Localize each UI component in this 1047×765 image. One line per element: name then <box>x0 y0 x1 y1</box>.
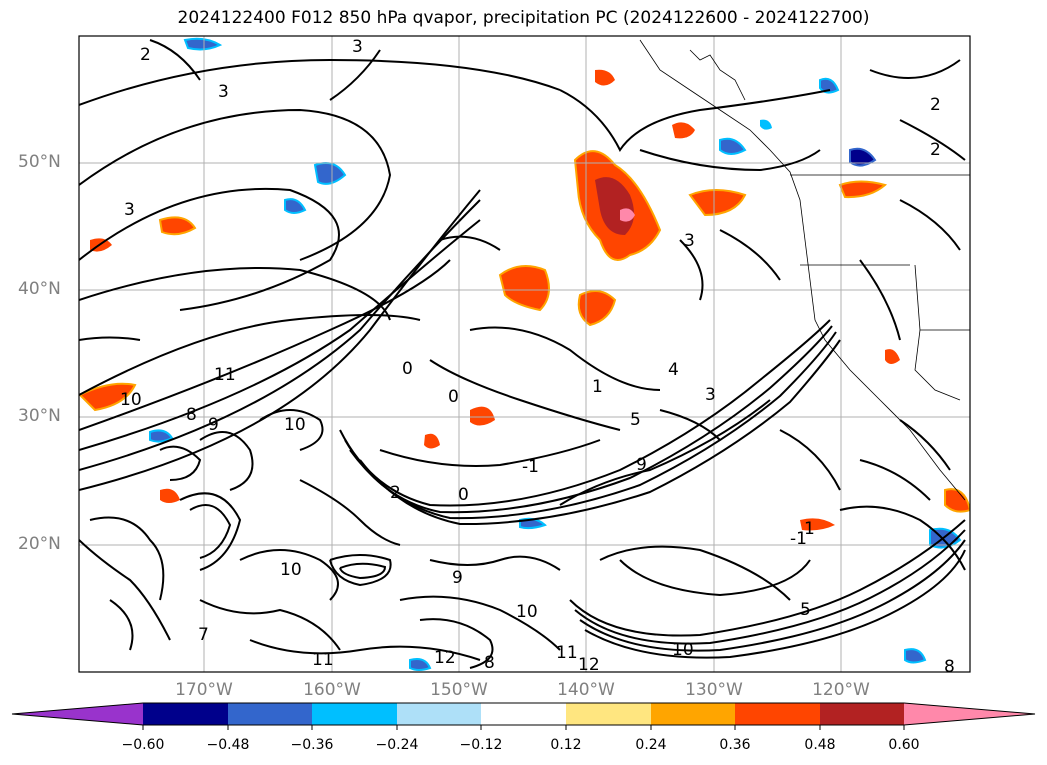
contour-label: 12 <box>578 655 600 675</box>
qvapor-contours <box>79 39 966 669</box>
colorbar-segment <box>312 703 397 725</box>
contour-label: 3 <box>705 385 716 405</box>
contour-label: 9 <box>636 455 647 475</box>
contour-label: 3 <box>684 231 695 251</box>
map-title: 2024122400 F012 850 hPa qvapor, precipit… <box>177 8 870 28</box>
latitude-label: 30°N <box>18 406 61 426</box>
colorbar-segment <box>143 703 228 725</box>
contour-label: -1 <box>790 529 807 549</box>
longitude-label: 150°W <box>430 680 488 700</box>
colorbar-tick-label: −0.60 <box>121 737 165 753</box>
precip-patch <box>284 198 307 214</box>
colorbar-segment <box>397 703 481 725</box>
contour-label: 0 <box>448 387 459 407</box>
contour-label: 10 <box>120 390 142 410</box>
latitude-label: 40°N <box>18 279 61 299</box>
colorbar-tick-label: 0.60 <box>888 737 920 753</box>
contour-label: 9 <box>208 415 219 435</box>
colorbar-segment <box>735 703 820 725</box>
colorbar-tick-label: 0.48 <box>804 737 836 753</box>
longitude-label: 170°W <box>175 680 233 700</box>
contour-label: 8 <box>484 653 495 673</box>
contour-label: 0 <box>402 359 413 379</box>
contour-label: 2 <box>390 483 401 503</box>
precip-patch <box>885 349 900 364</box>
precip-patch <box>149 429 174 443</box>
precip-patch <box>498 265 550 312</box>
contour-label: 10 <box>672 640 694 660</box>
precip-patch <box>838 180 888 199</box>
colorbar-tick-label: −0.36 <box>290 737 334 753</box>
precip-patch <box>409 658 432 671</box>
contour-labels: 2 3 3 3 11 10 8 9 0 0 1 -1 5 9 3 2 10 9 … <box>120 37 955 677</box>
precip-patch <box>577 290 617 327</box>
map-frame <box>78 35 971 673</box>
precip-patch <box>800 518 835 531</box>
precip-patch <box>595 69 615 86</box>
contour-label: 10 <box>516 602 538 622</box>
precip-patch <box>183 37 223 51</box>
graticule <box>79 36 970 672</box>
contour-label: 3 <box>124 200 135 220</box>
precip-patch <box>672 122 695 139</box>
precip-patch <box>424 433 440 449</box>
colorbar-segment <box>820 703 904 725</box>
longitude-label: 130°W <box>685 680 743 700</box>
precip-patches <box>79 37 970 671</box>
contour-label: 0 <box>458 485 469 505</box>
contour-label: 5 <box>800 600 811 620</box>
longitude-label: 160°W <box>303 680 361 700</box>
contour-label: -1 <box>522 457 539 477</box>
contour-label: 1 <box>592 377 603 397</box>
contour-label: 3 <box>352 37 363 57</box>
contour-label: 2 <box>140 45 151 65</box>
colorbar-tick-label: 0.24 <box>635 737 667 753</box>
contour-label: 8 <box>944 657 955 677</box>
colorbar-segment <box>481 703 566 725</box>
contour-label: 11 <box>556 643 578 663</box>
contour-label: 11 <box>312 650 334 670</box>
colorbar-extend-low <box>12 703 143 725</box>
precip-patch <box>760 119 772 130</box>
colorbar-segment <box>228 703 312 725</box>
colorbar-tick-label: −0.12 <box>459 737 503 753</box>
contour-label: 11 <box>214 365 236 385</box>
longitude-label: 140°W <box>557 680 615 700</box>
precip-patch <box>620 208 635 222</box>
colorbar-tick-label: 0.36 <box>719 737 751 753</box>
contour-label: 8 <box>186 405 197 425</box>
colorbar-segment <box>566 703 651 725</box>
colorbar-tick-label: 0.12 <box>550 737 582 753</box>
precip-patch <box>158 216 197 236</box>
contour-label: 5 <box>630 410 641 430</box>
precip-patch <box>79 382 137 412</box>
colorbar-segment <box>651 703 735 725</box>
contour-label: 1 <box>804 519 815 539</box>
precip-patch <box>688 189 747 217</box>
contour-label: 3 <box>218 82 229 102</box>
contour-label: 12 <box>434 648 456 668</box>
colorbar <box>11 702 1036 730</box>
contour-label: 7 <box>198 625 209 645</box>
colorbar-tick-label: −0.24 <box>375 737 419 753</box>
map-plot-area <box>79 36 970 672</box>
contour-label: 2 <box>930 95 941 115</box>
precip-patch <box>470 406 495 426</box>
colorbar-tick-label: −0.48 <box>206 737 250 753</box>
latitude-label: 20°N <box>18 534 61 554</box>
precip-patch <box>719 137 747 155</box>
colorbar-extend-high <box>904 703 1035 725</box>
contour-label: 10 <box>284 415 306 435</box>
contour-label: 4 <box>668 360 679 380</box>
longitude-label: 120°W <box>812 680 870 700</box>
contour-label: 9 <box>452 568 463 588</box>
precip-patch <box>849 147 877 167</box>
precip-patch <box>904 648 927 664</box>
contour-label: 2 <box>930 140 941 160</box>
contour-label: 10 <box>280 560 302 580</box>
latitude-label: 50°N <box>18 152 61 172</box>
coastlines <box>639 39 970 501</box>
precip-patch <box>160 488 180 503</box>
